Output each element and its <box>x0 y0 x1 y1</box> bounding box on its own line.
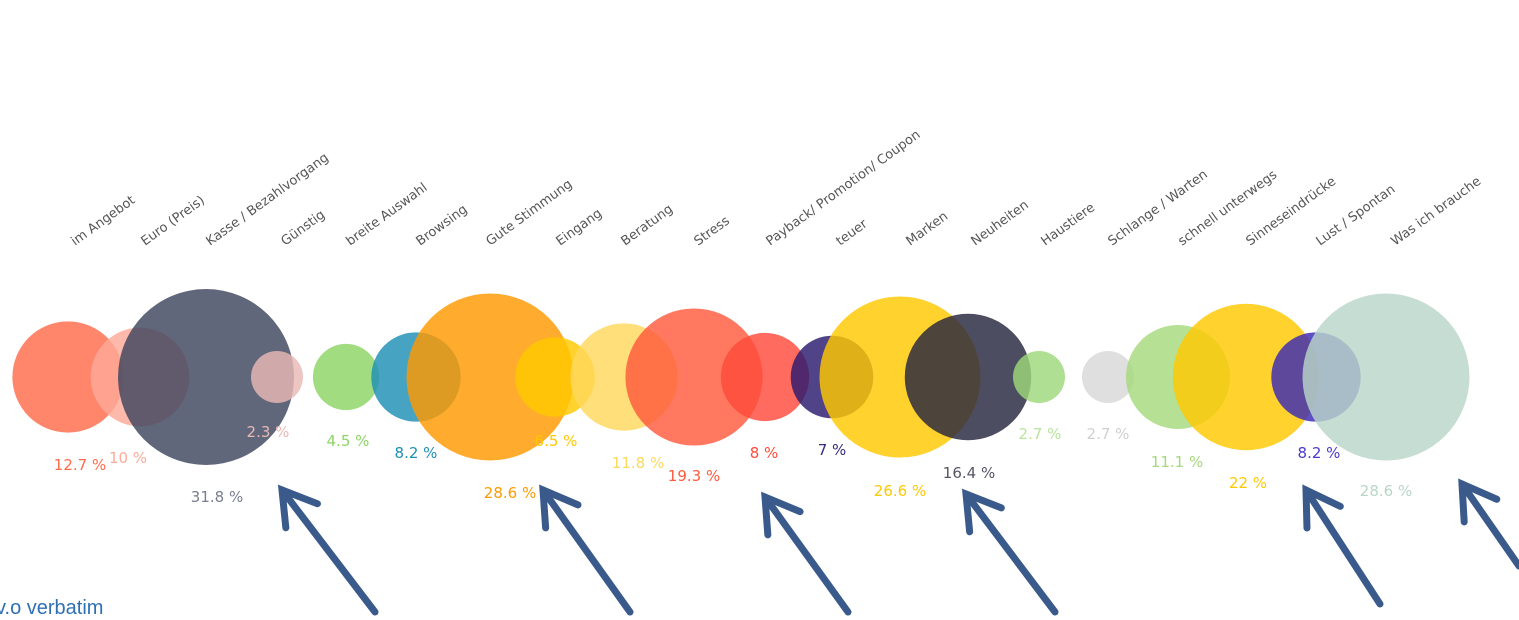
category-label: Marken <box>904 209 952 249</box>
category-label: Eingang <box>554 206 606 249</box>
annotation-arrows <box>277 478 1519 616</box>
footer-caption: v.o verbatim <box>0 597 104 619</box>
value-label: 6.5 % <box>535 432 578 450</box>
bubble <box>406 293 574 461</box>
bubble <box>118 289 294 465</box>
category-label: Günstig <box>279 208 329 250</box>
bubble <box>1302 293 1470 461</box>
bubble <box>12 321 124 433</box>
category-label: Was ich brauche <box>1389 174 1485 249</box>
value-label: 4.5 % <box>327 432 370 450</box>
category-labels: im Angebot Euro (Preis)Kasse / Bezahlvorg… <box>69 127 1485 249</box>
value-labels: 12.7 % 10 % 31.8 % 2.3 % 4.5 % 8.2 % 28.6 % 6.5… <box>54 423 1412 506</box>
value-label: 8.2 % <box>395 444 438 462</box>
value-label: 8.2 % <box>1298 444 1341 462</box>
bubble <box>904 313 1032 441</box>
category-label: Kasse / Bezahlvorgang <box>204 150 332 249</box>
category-label: Browsing <box>414 202 471 249</box>
value-label: 8 % <box>750 444 779 462</box>
category-label: Beratung <box>619 202 676 249</box>
bubble <box>625 308 763 446</box>
value-label: 31.8 % <box>191 488 243 506</box>
value-label: 10 % <box>109 449 147 467</box>
bubble <box>1082 351 1134 403</box>
value-label: 12.7 % <box>54 456 106 474</box>
category-label: teuer <box>834 216 871 249</box>
bubble <box>312 343 380 411</box>
annotation-arrow <box>1458 478 1519 570</box>
value-label: 2.7 % <box>1087 425 1130 443</box>
annotation-arrow <box>277 484 379 616</box>
category-label: im Angebot <box>69 193 139 249</box>
value-label: 19.3 % <box>668 467 720 485</box>
category-label: Stress <box>692 213 733 249</box>
annotation-arrow <box>539 484 634 616</box>
bubble <box>720 332 810 422</box>
category-label: Haustiere <box>1039 200 1098 249</box>
value-label: 2.7 % <box>1019 425 1062 443</box>
category-label: Neuheiten <box>969 198 1032 250</box>
annotation-arrow <box>961 488 1059 616</box>
value-label: 22 % <box>1229 474 1267 492</box>
value-label: 2.3 % <box>247 423 290 441</box>
annotation-arrow <box>1302 484 1384 608</box>
value-label: 28.6 % <box>1360 482 1412 500</box>
value-label: 26.6 % <box>874 482 926 500</box>
category-label: Euro (Preis) <box>139 193 208 249</box>
annotation-arrow <box>761 491 852 616</box>
value-label: 16.4 % <box>943 464 995 482</box>
value-label: 28.6 % <box>484 484 536 502</box>
bubble <box>1172 303 1320 451</box>
value-label: 11.8 % <box>612 454 664 472</box>
bubbles <box>12 289 1470 465</box>
value-label: 11.1 % <box>1151 453 1203 471</box>
bubble <box>1013 351 1065 403</box>
value-label: 7 % <box>818 441 847 459</box>
bubble <box>251 351 303 403</box>
